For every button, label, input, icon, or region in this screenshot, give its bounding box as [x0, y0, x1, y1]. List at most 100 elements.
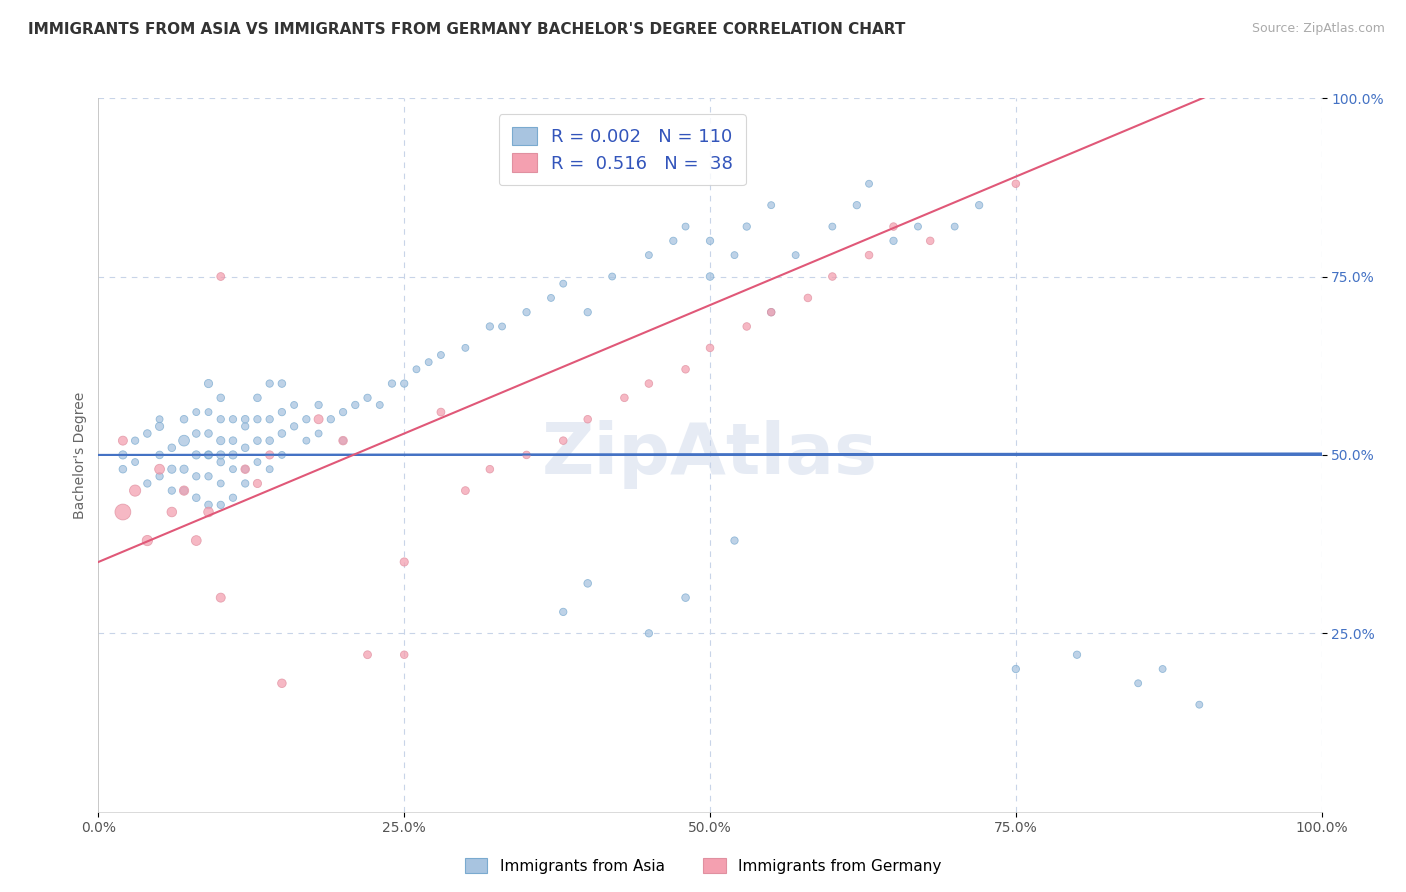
Point: [124, 434, 146, 448]
Point: [344, 398, 367, 412]
Point: [356, 648, 378, 662]
Point: [943, 219, 966, 234]
Point: [136, 426, 159, 441]
Point: [356, 391, 378, 405]
Point: [418, 355, 440, 369]
Point: [662, 234, 685, 248]
Point: [1188, 698, 1211, 712]
Point: [173, 412, 195, 426]
Point: [111, 448, 134, 462]
Point: [246, 476, 269, 491]
Point: [308, 398, 330, 412]
Point: [270, 448, 294, 462]
Point: [430, 405, 453, 419]
Point: [553, 277, 575, 291]
Point: [197, 469, 219, 483]
Point: [600, 269, 623, 284]
Point: [308, 412, 330, 426]
Point: [186, 426, 208, 441]
Point: [283, 419, 305, 434]
Point: [491, 319, 513, 334]
Point: [675, 219, 697, 234]
Point: [283, 398, 305, 412]
Point: [821, 219, 844, 234]
Point: [907, 219, 929, 234]
Point: [186, 469, 208, 483]
Point: [233, 419, 256, 434]
Point: [1004, 662, 1026, 676]
Point: [246, 434, 269, 448]
Point: [553, 434, 575, 448]
Point: [553, 605, 575, 619]
Point: [1152, 662, 1174, 676]
Point: [209, 455, 232, 469]
Point: [392, 376, 416, 391]
Legend: Immigrants from Asia, Immigrants from Germany: Immigrants from Asia, Immigrants from Ge…: [458, 852, 948, 880]
Point: [222, 462, 245, 476]
Point: [186, 533, 208, 548]
Point: [209, 591, 232, 605]
Point: [233, 462, 256, 476]
Point: [405, 362, 427, 376]
Point: [845, 198, 868, 212]
Point: [209, 412, 232, 426]
Point: [454, 483, 477, 498]
Point: [295, 412, 318, 426]
Point: [821, 269, 844, 284]
Point: [197, 448, 219, 462]
Point: [160, 505, 183, 519]
Text: Source: ZipAtlas.com: Source: ZipAtlas.com: [1251, 22, 1385, 36]
Point: [233, 412, 256, 426]
Point: [160, 462, 183, 476]
Point: [197, 426, 219, 441]
Point: [675, 591, 697, 605]
Point: [576, 305, 599, 319]
Point: [186, 405, 208, 419]
Point: [675, 362, 697, 376]
Point: [246, 412, 269, 426]
Point: [576, 576, 599, 591]
Point: [1066, 648, 1088, 662]
Point: [883, 219, 905, 234]
Point: [270, 426, 294, 441]
Point: [920, 234, 942, 248]
Point: [515, 305, 537, 319]
Point: [368, 398, 391, 412]
Point: [197, 505, 219, 519]
Point: [381, 376, 404, 391]
Point: [149, 419, 172, 434]
Point: [761, 198, 783, 212]
Text: IMMIGRANTS FROM ASIA VS IMMIGRANTS FROM GERMANY BACHELOR'S DEGREE CORRELATION CH: IMMIGRANTS FROM ASIA VS IMMIGRANTS FROM …: [28, 22, 905, 37]
Point: [613, 391, 636, 405]
Point: [699, 341, 721, 355]
Point: [332, 434, 354, 448]
Point: [308, 426, 330, 441]
Point: [186, 491, 208, 505]
Point: [233, 476, 256, 491]
Point: [209, 476, 232, 491]
Point: [883, 234, 905, 248]
Point: [124, 455, 146, 469]
Y-axis label: Bachelor's Degree: Bachelor's Degree: [73, 392, 87, 518]
Point: [478, 462, 501, 476]
Point: [197, 376, 219, 391]
Point: [209, 434, 232, 448]
Point: [270, 676, 294, 690]
Point: [173, 462, 195, 476]
Point: [160, 441, 183, 455]
Point: [319, 412, 342, 426]
Point: [149, 448, 172, 462]
Point: [209, 448, 232, 462]
Point: [270, 405, 294, 419]
Point: [332, 405, 354, 419]
Point: [295, 434, 318, 448]
Point: [785, 248, 807, 262]
Point: [723, 248, 745, 262]
Point: [233, 441, 256, 455]
Point: [576, 412, 599, 426]
Point: [136, 533, 159, 548]
Point: [454, 341, 477, 355]
Point: [111, 462, 134, 476]
Point: [515, 448, 537, 462]
Point: [392, 648, 416, 662]
